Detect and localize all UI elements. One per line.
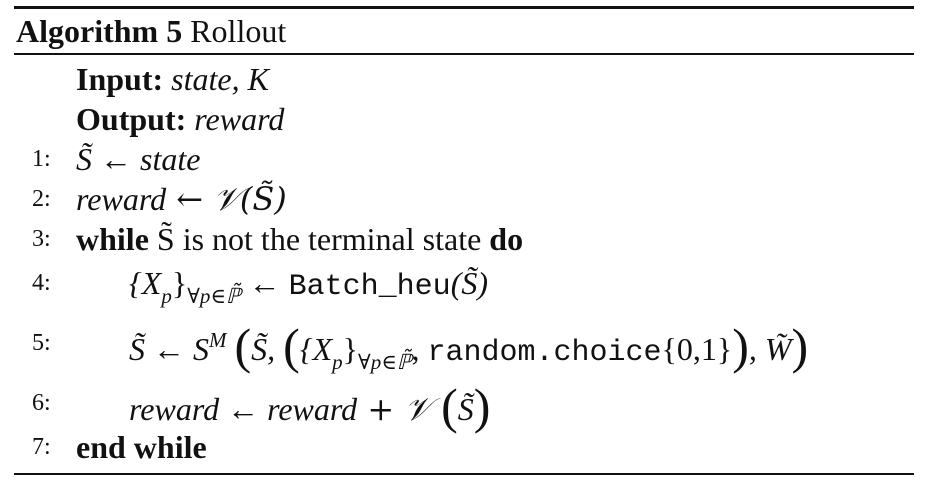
while-keyword: while — [76, 221, 149, 257]
algorithm-line-6: 6: reward ← reward + 𝒱 (S̃) — [32, 378, 491, 434]
line-6-lhs: reward — [129, 391, 220, 427]
line-number: 7: — [32, 434, 51, 460]
line-number: 4: — [32, 270, 51, 296]
set-open: {X — [299, 331, 333, 367]
superscript-m: M — [209, 328, 227, 352]
value-arg: S̃ — [457, 391, 474, 427]
value-function: + 𝒱 — [357, 390, 442, 428]
caption-label: Algorithm 5 — [16, 13, 183, 49]
caption-rule — [14, 53, 914, 55]
line-1-lhs: S̃ ← — [76, 141, 140, 177]
algorithm-line-5: 5: S̃ ← SM (S̃, ({Xp}∀p∈ℙ̃, random.choic… — [14, 307, 914, 379]
line-number: 2: — [32, 186, 51, 212]
line-5-lhs: S̃ ← S — [129, 331, 209, 367]
line-number: 6: — [32, 390, 51, 416]
while-condition: S̃ is not the terminal state — [148, 221, 490, 257]
end-while-keyword: end while — [76, 429, 207, 465]
line-2-rhs: ← 𝒱(S̃) — [166, 180, 287, 218]
caption-title: Rollout — [190, 13, 287, 49]
line-number: 3: — [32, 226, 51, 252]
random-choice-function: random.choice — [427, 336, 662, 370]
algorithm-lines: Input: state, K Output: reward 1: S̃ ← s… — [14, 55, 914, 467]
line-1-rhs: state — [140, 141, 201, 177]
assign-arrow: ← — [219, 391, 268, 427]
algorithm-box: Algorithm 5 Rollout Input: state, K Outp… — [14, 6, 914, 475]
input-label: Input: — [76, 61, 164, 97]
output-value: reward — [194, 101, 285, 137]
forall-subscript: ∀p∈ℙ̃ — [358, 350, 412, 374]
output-line: Output: reward — [14, 99, 914, 139]
set-close: } — [171, 265, 188, 301]
comma: , — [411, 331, 428, 367]
arg-w: , W̃ — [748, 331, 792, 367]
batch-heu-arg: (S̃) — [450, 265, 488, 301]
input-line: Input: state, K — [14, 59, 914, 99]
assign-arrow: ← — [240, 265, 289, 301]
algorithm-caption: Algorithm 5 Rollout — [14, 9, 914, 53]
algorithm-line-2: 2: reward ← 𝒱(S̃) — [14, 179, 914, 219]
algorithm-line-4: 4: {Xp}∀p∈ℙ̃ ← Batch_heu(S̃) — [14, 259, 914, 308]
choice-set: {0,1} — [661, 331, 733, 367]
line-number: 1: — [32, 146, 51, 172]
batch-heu-function: Batch_heu — [288, 270, 451, 304]
do-keyword: do — [489, 221, 524, 257]
input-value: state, K — [171, 61, 269, 97]
line-6-reward: reward — [267, 391, 358, 427]
subscript-p: p — [332, 350, 343, 374]
set-close: } — [342, 331, 359, 367]
line-2-lhs: reward — [76, 181, 167, 217]
bottom-rule — [14, 473, 914, 475]
algorithm-line-1: 1: S̃ ← state — [14, 139, 914, 179]
output-label: Output: — [76, 101, 187, 137]
top-rule — [14, 6, 914, 9]
forall-subscript: ∀p∈ℙ̃ — [187, 284, 241, 308]
algorithm-line-7: 7: end while — [14, 427, 914, 467]
line-number: 5: — [32, 330, 51, 356]
arg-s: S̃, — [251, 331, 284, 367]
algorithm-line-3: 3: while S̃ is not the terminal state do — [14, 219, 914, 259]
set-open: {X — [129, 265, 162, 301]
subscript-p: p — [161, 284, 172, 308]
